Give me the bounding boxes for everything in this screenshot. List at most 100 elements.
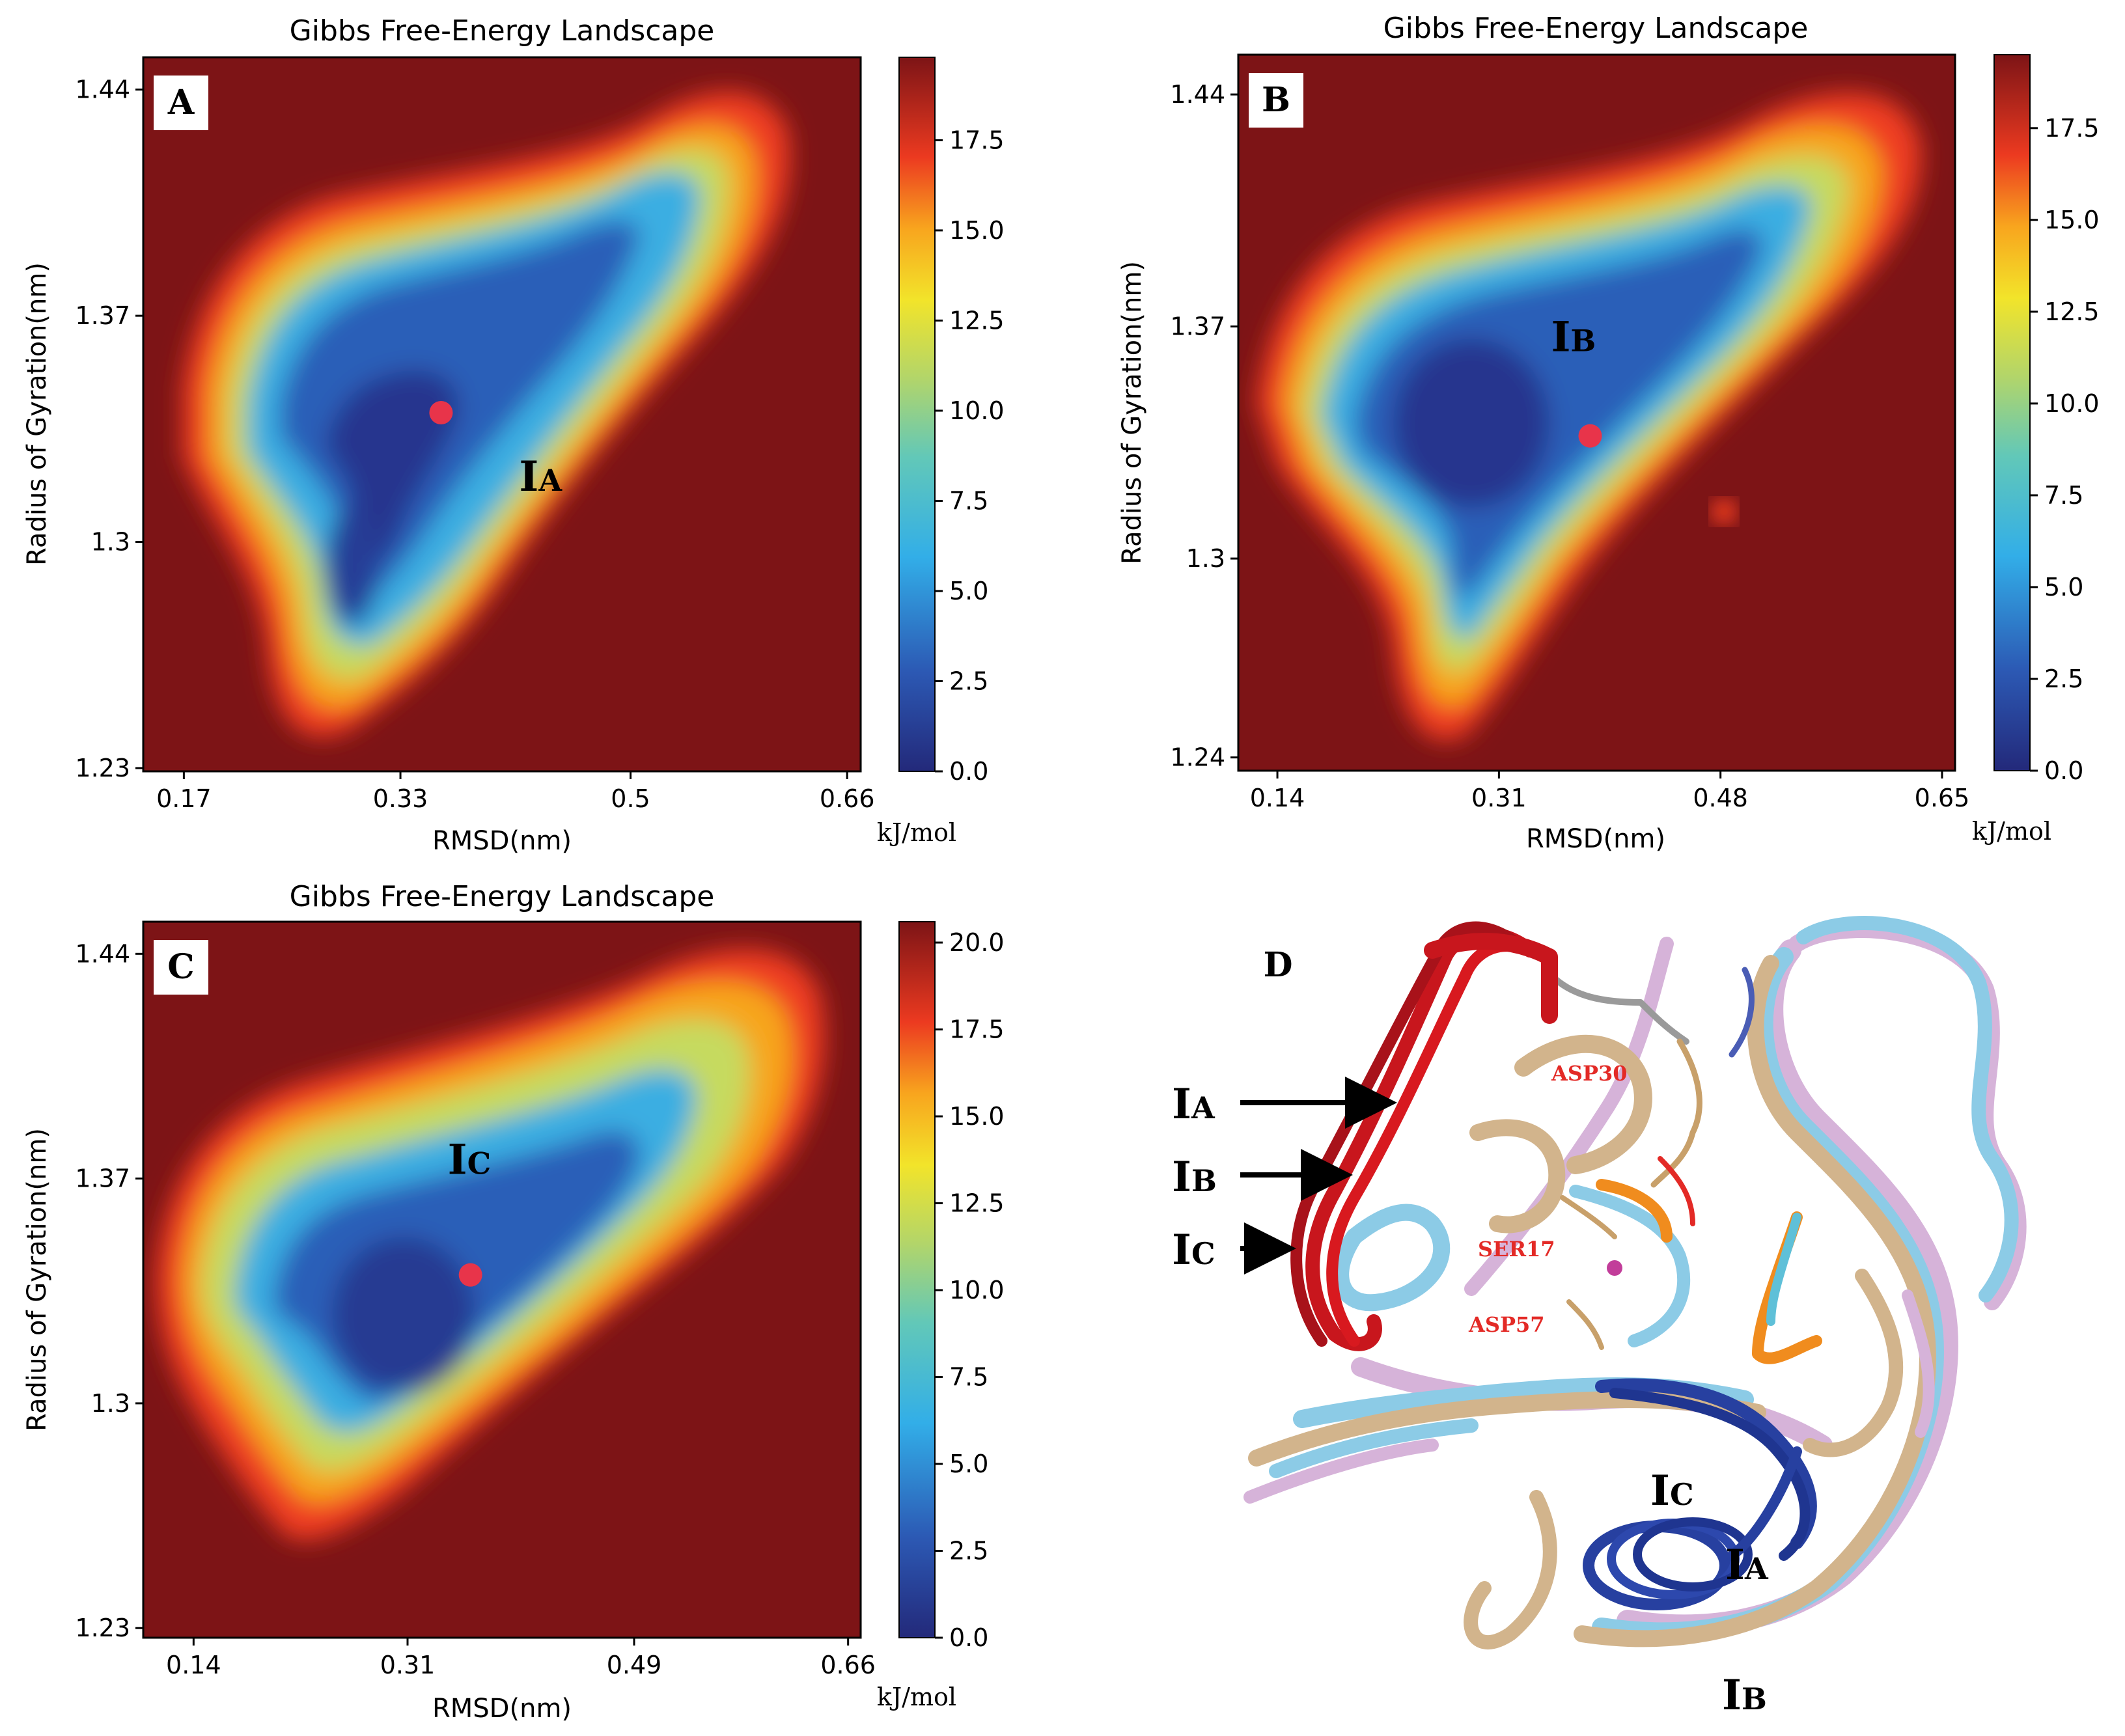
colorbar-unit-c: kJ/mol xyxy=(877,1683,956,1711)
colorbar-tick-label: 12.5 xyxy=(2044,297,2100,326)
colorbar-tick-label: 10.0 xyxy=(2044,389,2100,418)
y-tick-label: 1.44 xyxy=(75,76,130,104)
colorbar-tick-label: 17.5 xyxy=(949,126,1005,154)
colorbar-tick-label: 17.5 xyxy=(949,1015,1005,1044)
loop-label-ic: IC xyxy=(1650,1467,1694,1515)
colorbar-tick-label: 2.5 xyxy=(949,667,988,695)
panel-letter-a: A xyxy=(167,83,195,122)
colorbar-tick-label: 12.5 xyxy=(949,306,1005,335)
x-tick-label: 0.14 xyxy=(166,1651,221,1679)
colorbar-a xyxy=(898,57,936,772)
minimum-label-b: IB xyxy=(1551,313,1596,362)
label-ia: IA xyxy=(1172,1080,1215,1129)
colorbar-tick-label: 15.0 xyxy=(949,1102,1005,1131)
minimum-marker-b xyxy=(1578,424,1602,448)
panel-letter-c: C xyxy=(167,947,194,987)
colorbar-tick-label: 7.5 xyxy=(2044,481,2083,510)
x-tick-label: 0.14 xyxy=(1250,784,1305,812)
panel-letter-d: D xyxy=(1263,945,1292,985)
colorbar-tick-label: 2.5 xyxy=(2044,665,2083,693)
label-ic: IC xyxy=(1172,1226,1215,1274)
chart-title-b: Gibbs Free-Energy Landscape xyxy=(1383,12,1809,45)
colorbar-tick-label: 7.5 xyxy=(949,486,988,515)
x-tick-label: 0.66 xyxy=(820,784,875,813)
x-tick-label: 0.66 xyxy=(820,1651,876,1679)
y-tick-label: 1.3 xyxy=(1186,544,1225,573)
x-tick-label: 0.49 xyxy=(607,1651,662,1679)
x-tick-label: 0.17 xyxy=(156,784,212,813)
colorbar-unit-b: kJ/mol xyxy=(1972,817,2051,846)
colorbar-tick-label: 0.0 xyxy=(949,757,988,786)
panel-letter-box-c xyxy=(154,940,208,995)
label-ib: IB xyxy=(1172,1153,1217,1202)
x-tick-label: 0.5 xyxy=(611,784,650,813)
heatmap-b xyxy=(1237,53,1956,772)
minimum-marker-a xyxy=(429,401,453,425)
y-tick-label: 1.44 xyxy=(75,939,130,968)
panel-d-structure: D xyxy=(1172,916,2027,1720)
y-tick-label: 1.37 xyxy=(75,301,130,330)
y-tick-label: 1.37 xyxy=(75,1164,130,1193)
heatmap-c xyxy=(142,920,862,1639)
minimum-label-a: IA xyxy=(519,452,562,501)
panel-letter-box-b xyxy=(1249,73,1303,128)
panel-b: Gibbs Free-Energy Landscape IB xyxy=(1117,12,2100,854)
x-tick-label: 0.31 xyxy=(1471,784,1527,812)
colorbar-tick-label: 5.0 xyxy=(949,1450,988,1478)
colorbar-tick-label: 5.0 xyxy=(949,577,988,605)
colorbar-tick-label: 2.5 xyxy=(949,1537,988,1565)
colorbar-tick-label: 0.0 xyxy=(949,1623,988,1652)
colorbar-tick-label: 20.0 xyxy=(949,928,1005,957)
x-tick-label: 0.48 xyxy=(1693,784,1748,812)
panel-a: Gibbs Free-Energy Landscape IA xyxy=(22,14,1005,856)
y-tick-label: 1.37 xyxy=(1170,312,1225,341)
y-tick-label: 1.24 xyxy=(1170,743,1225,772)
minimum-marker-c xyxy=(458,1263,482,1287)
chart-title-c: Gibbs Free-Energy Landscape xyxy=(290,880,715,913)
y-tick-label: 1.44 xyxy=(1170,80,1225,109)
y-tick-label: 1.3 xyxy=(91,1389,130,1418)
colorbar-unit-a: kJ/mol xyxy=(877,818,956,847)
ribbon-cartoon xyxy=(1243,916,2027,1649)
x-tick-label: 0.31 xyxy=(380,1651,436,1679)
colorbar-tick-label: 12.5 xyxy=(949,1189,1005,1218)
colorbar-ticks-a: 0.0 2.5 5.0 7.5 10.0 12.5 15.0 17.5 xyxy=(935,126,1005,786)
axes-c: 0.14 0.31 0.49 0.66 1.23 1.3 1.37 1.44 xyxy=(75,939,876,1679)
heatmap-a xyxy=(142,56,862,773)
y-tick-label: 1.3 xyxy=(91,528,130,557)
x-axis-label-b: RMSD(nm) xyxy=(1526,824,1665,854)
colorbar-tick-label: 0.0 xyxy=(2044,756,2083,785)
loop-label-ia: IA xyxy=(1725,1541,1769,1590)
colorbar-b xyxy=(1993,54,2031,771)
colorbar-c xyxy=(898,921,936,1638)
loop-label-ib: IB xyxy=(1722,1671,1767,1720)
colorbar-tick-label: 7.5 xyxy=(949,1363,988,1392)
colorbar-tick-label: 5.0 xyxy=(2044,573,2083,601)
y-tick-label: 1.23 xyxy=(75,754,130,782)
panel-letter-box-a xyxy=(154,76,208,130)
residue-asp30: ASP30 xyxy=(1551,1061,1628,1086)
colorbar-tick-label: 10.0 xyxy=(949,1276,1005,1304)
chart-title-a: Gibbs Free-Energy Landscape xyxy=(290,14,715,48)
colorbar-tick-label: 17.5 xyxy=(2044,114,2100,143)
minimum-label-c: IC xyxy=(448,1136,492,1185)
x-axis-label-a: RMSD(nm) xyxy=(432,826,572,856)
y-tick-label: 1.23 xyxy=(75,1614,130,1642)
residue-ser17: SER17 xyxy=(1478,1237,1555,1261)
x-tick-label: 0.65 xyxy=(1915,784,1970,812)
y-axis-label-a: Radius of Gyration(nm) xyxy=(22,262,52,566)
x-axis-label-c: RMSD(nm) xyxy=(432,1694,572,1724)
axes-a: 0.17 0.33 0.5 0.66 1.23 1.3 1.37 1.44 xyxy=(75,76,874,813)
colorbar-ticks-c: 0.0 2.5 5.0 7.5 10.0 12.5 15.0 17.5 20.0 xyxy=(935,928,1005,1652)
panel-c: Gibbs Free-Energy Landscape IC C 0.14 0.3… xyxy=(22,880,1005,1724)
colorbar-tick-label: 10.0 xyxy=(949,396,1005,425)
y-axis-label-b: Radius of Gyration(nm) xyxy=(1117,261,1147,564)
panel-letter-b: B xyxy=(1262,80,1290,120)
colorbar-tick-label: 15.0 xyxy=(949,216,1005,245)
colorbar-tick-label: 15.0 xyxy=(2044,206,2100,234)
y-axis-label-c: Radius of Gyration(nm) xyxy=(22,1128,52,1431)
x-tick-label: 0.33 xyxy=(373,784,428,813)
axes-b: 0.14 0.31 0.48 0.65 1.24 1.3 1.37 1.44 xyxy=(1170,80,1969,812)
colorbar-ticks-b: 0.0 2.5 5.0 7.5 10.0 12.5 15.0 17.5 xyxy=(2030,114,2100,785)
